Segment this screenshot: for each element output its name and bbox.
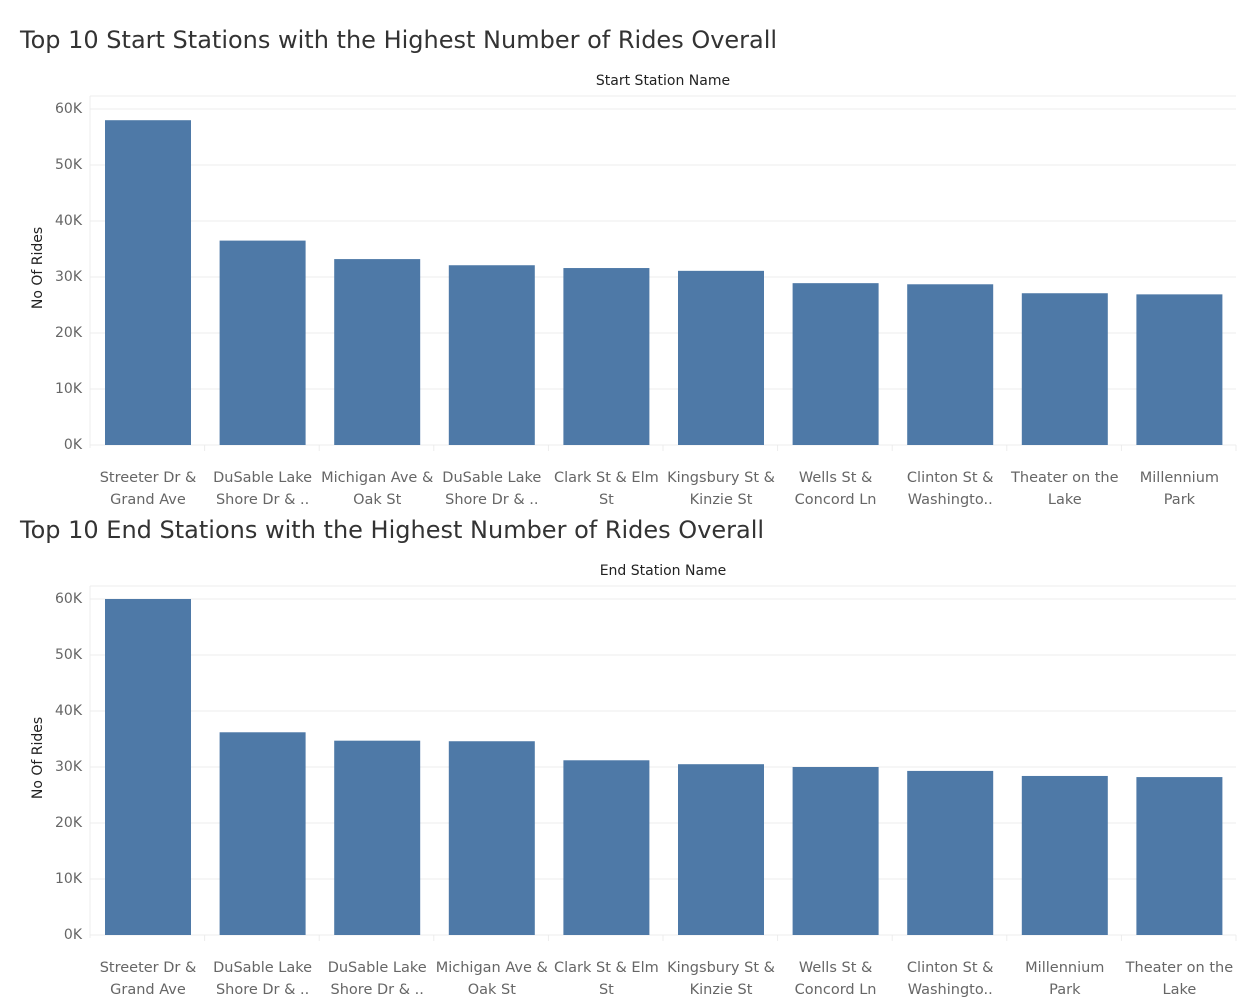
x-tick-label: Clinton St & (907, 470, 994, 486)
x-tick-label: Kinzie St (690, 982, 753, 998)
y-tick-label: 30K (55, 269, 83, 285)
y-tick-label: 10K (55, 381, 83, 397)
x-tick-label: Clark St & Elm (554, 470, 659, 486)
y-tick-label: 30K (55, 759, 83, 775)
bar (105, 599, 191, 935)
x-tick-label: Washingto.. (908, 492, 993, 508)
x-tick-label: Millennium (1140, 470, 1219, 486)
x-tick-label: Shore Dr & .. (331, 982, 424, 998)
x-tick-label: Grand Ave (110, 982, 186, 998)
chart-title: Top 10 Start Stations with the Highest N… (20, 26, 778, 54)
x-tick-label: Kinzie St (690, 492, 753, 508)
x-tick-label: Grand Ave (110, 492, 186, 508)
bar (448, 265, 535, 445)
x-tick-label: Park (1164, 492, 1196, 508)
x-tick-label: St (599, 982, 614, 998)
y-tick-label: 40K (55, 213, 83, 229)
chart-title: Top 10 End Stations with the Highest Num… (20, 516, 765, 544)
y-tick-label: 0K (64, 437, 83, 453)
x-axis-title: End Station Name (600, 563, 727, 579)
y-tick-label: 60K (55, 591, 83, 607)
bar (219, 732, 306, 935)
bar (1021, 293, 1108, 445)
x-tick-label: Concord Ln (795, 492, 877, 508)
x-tick-label: Concord Ln (795, 982, 877, 998)
x-tick-label: Wells St & (799, 470, 872, 486)
x-tick-label: Clinton St & (907, 960, 994, 976)
y-tick-label: 10K (55, 871, 83, 887)
x-tick-label: Theater on the (1125, 960, 1234, 976)
bar (678, 270, 764, 445)
x-tick-label: Wells St & (799, 960, 872, 976)
x-tick-label: Kingsbury St & (667, 470, 775, 486)
bar (1136, 294, 1223, 445)
start-stations-chart: Start Station Name No Of Rides 0K 10K 20K 30K… (30, 73, 1237, 508)
x-tick-label: DuSable Lake (213, 470, 312, 486)
x-tick-label: Shore Dr & .. (216, 492, 309, 508)
y-axis-title: No Of Rides (30, 227, 46, 309)
y-tick-label: 50K (55, 647, 83, 663)
x-tick-label: Lake (1048, 492, 1082, 508)
bar (1021, 775, 1108, 935)
x-tick-label: Washingto.. (908, 982, 993, 998)
bar (448, 741, 535, 935)
bar (334, 259, 421, 445)
y-tick-label: 60K (55, 101, 83, 117)
bar (792, 283, 879, 445)
y-axis-title: No Of Rides (30, 717, 46, 799)
x-tick-label: St (599, 492, 614, 508)
end-stations-chart: End Station Name No Of Rides 0K 10K 20K 30K 40… (30, 563, 1237, 998)
x-tick-label: Millennium (1025, 960, 1104, 976)
bar (907, 284, 994, 445)
x-tick-label: Clark St & Elm (554, 960, 659, 976)
bar (792, 767, 879, 935)
x-tick-label: Theater on the (1010, 470, 1119, 486)
x-tick-label: Streeter Dr & (100, 960, 197, 976)
x-tick-label: Streeter Dr & (100, 470, 197, 486)
y-tick-label: 50K (55, 157, 83, 173)
y-tick-label: 0K (64, 927, 83, 943)
bar (563, 268, 650, 445)
bar (678, 764, 764, 935)
x-tick-label: Park (1049, 982, 1081, 998)
y-tick-label: 20K (55, 325, 83, 341)
x-tick-label: Shore Dr & .. (216, 982, 309, 998)
x-tick-label: Oak St (353, 492, 402, 508)
x-tick-label: Lake (1163, 982, 1197, 998)
x-tick-label: DuSable Lake (213, 960, 312, 976)
y-tick-label: 20K (55, 815, 83, 831)
bar (563, 760, 650, 935)
x-tick-label: Oak St (468, 982, 517, 998)
x-tick-label: DuSable Lake (442, 470, 541, 486)
x-tick-label: Michigan Ave & (321, 470, 433, 486)
y-tick-label: 40K (55, 703, 83, 719)
bar (105, 120, 191, 445)
bar (907, 770, 994, 935)
bar (219, 240, 306, 445)
x-tick-label: Kingsbury St & (667, 960, 775, 976)
bar (1136, 777, 1223, 935)
x-tick-label: DuSable Lake (328, 960, 427, 976)
x-tick-label: Michigan Ave & (436, 960, 548, 976)
x-axis-title: Start Station Name (596, 73, 730, 89)
bar (334, 740, 421, 935)
x-tick-label: Shore Dr & .. (445, 492, 538, 508)
